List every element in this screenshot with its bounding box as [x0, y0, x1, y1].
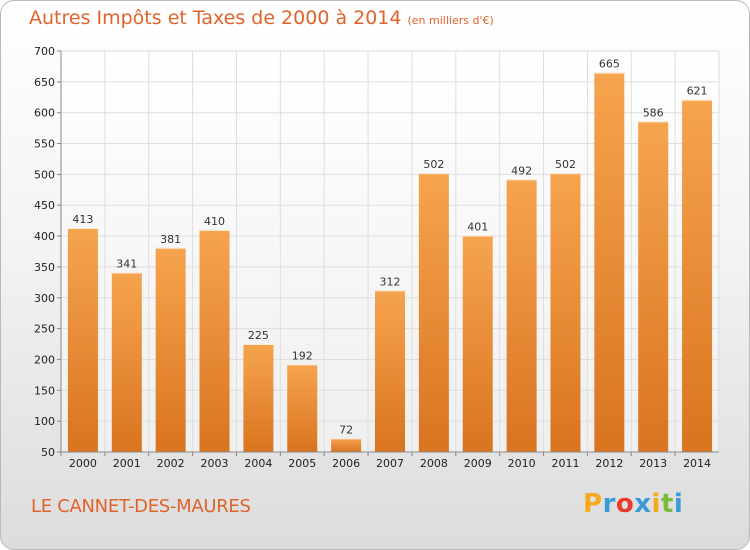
logo-letter: t — [660, 489, 674, 519]
y-tick-label: 250 — [34, 323, 55, 336]
bar-value-labels: 413 341 381 410 225 192 72 312 502 401 492 502 665 58… — [72, 58, 707, 437]
bar — [111, 272, 142, 452]
logo-letter: P — [583, 489, 603, 519]
logo-letter: i — [651, 489, 661, 519]
bar-value-label: 381 — [160, 233, 181, 246]
x-tick-label: 2012 — [595, 457, 623, 470]
x-tick-label: 2002 — [157, 457, 185, 470]
bar — [287, 364, 318, 452]
bar — [462, 235, 493, 452]
x-tick-label: 2006 — [332, 457, 360, 470]
bar — [550, 173, 581, 453]
x-tick-label: 2008 — [420, 457, 448, 470]
brand-logo: Proxiti — [583, 489, 683, 519]
bar-value-label: 502 — [555, 158, 576, 171]
bar-value-label: 410 — [204, 215, 225, 228]
bar — [199, 229, 230, 452]
x-tick-label: 2011 — [551, 457, 579, 470]
chart-title-block: Autres Impôts et Taxes de 2000 à 2014 (en… — [29, 7, 494, 29]
logo-letter: o — [615, 489, 635, 519]
bar-value-label: 192 — [292, 349, 313, 362]
bar-value-label: 621 — [687, 85, 708, 98]
y-tick-label: 500 — [34, 168, 55, 181]
y-tick-label: 600 — [34, 107, 55, 120]
y-tick-label: 650 — [34, 76, 55, 89]
x-tick-label: 2010 — [508, 457, 536, 470]
bars — [67, 72, 713, 453]
x-axis: 2000 2001 2002 2003 2004 2005 2006 2007 2008 2009… — [60, 451, 719, 470]
chart-subtitle: (en milliers d'€) — [407, 14, 494, 27]
bar — [594, 72, 625, 452]
bar — [682, 99, 713, 452]
x-tick-label: 2013 — [639, 457, 667, 470]
logo-letter: x — [634, 489, 652, 519]
y-tick-label: 150 — [34, 384, 55, 397]
bar — [638, 121, 669, 453]
bar-value-label: 341 — [116, 257, 137, 270]
y-tick-label: 700 — [34, 45, 55, 58]
y-tick-label: 300 — [34, 292, 55, 305]
bar-value-label: 586 — [643, 106, 664, 119]
bar — [243, 344, 274, 452]
bar — [155, 247, 186, 452]
x-tick-label: 2007 — [376, 457, 404, 470]
bar-value-label: 665 — [599, 58, 620, 71]
x-tick-label: 2000 — [69, 457, 97, 470]
bar — [67, 228, 98, 452]
x-tick-label: 2014 — [683, 457, 711, 470]
bar — [331, 438, 362, 452]
bar — [506, 179, 537, 452]
bar-value-label: 492 — [511, 164, 532, 177]
y-tick-label: 450 — [34, 199, 55, 212]
bar — [375, 290, 405, 452]
location-label: LE CANNET-DES-MAURES — [31, 496, 251, 517]
x-tick-label: 2005 — [288, 457, 316, 470]
bar-value-label: 502 — [423, 158, 444, 171]
bar — [418, 173, 449, 453]
logo-letter: r — [602, 489, 616, 519]
y-tick-label: 50 — [41, 446, 55, 459]
x-tick-label: 2009 — [464, 457, 492, 470]
bar-value-label: 413 — [72, 213, 93, 226]
y-tick-label: 400 — [34, 230, 55, 243]
y-tick-label: 200 — [34, 353, 55, 366]
y-tick-label: 100 — [34, 415, 55, 428]
bar-value-label: 225 — [248, 329, 269, 342]
chart-title: Autres Impôts et Taxes de 2000 à 2014 — [29, 7, 402, 29]
x-tick-label: 2003 — [201, 457, 229, 470]
bar-value-label: 312 — [380, 275, 401, 288]
bar-value-label: 401 — [467, 220, 488, 233]
y-axis: 50 100 150 200 250 300 350 400 450 500 550 600 650 70… — [34, 45, 62, 459]
x-tick-label: 2004 — [244, 457, 272, 470]
bar-value-label: 72 — [339, 423, 353, 436]
y-tick-label: 350 — [34, 261, 55, 274]
x-tick-label: 2001 — [113, 457, 141, 470]
logo-letter: i — [673, 489, 684, 519]
y-tick-label: 550 — [34, 138, 55, 151]
